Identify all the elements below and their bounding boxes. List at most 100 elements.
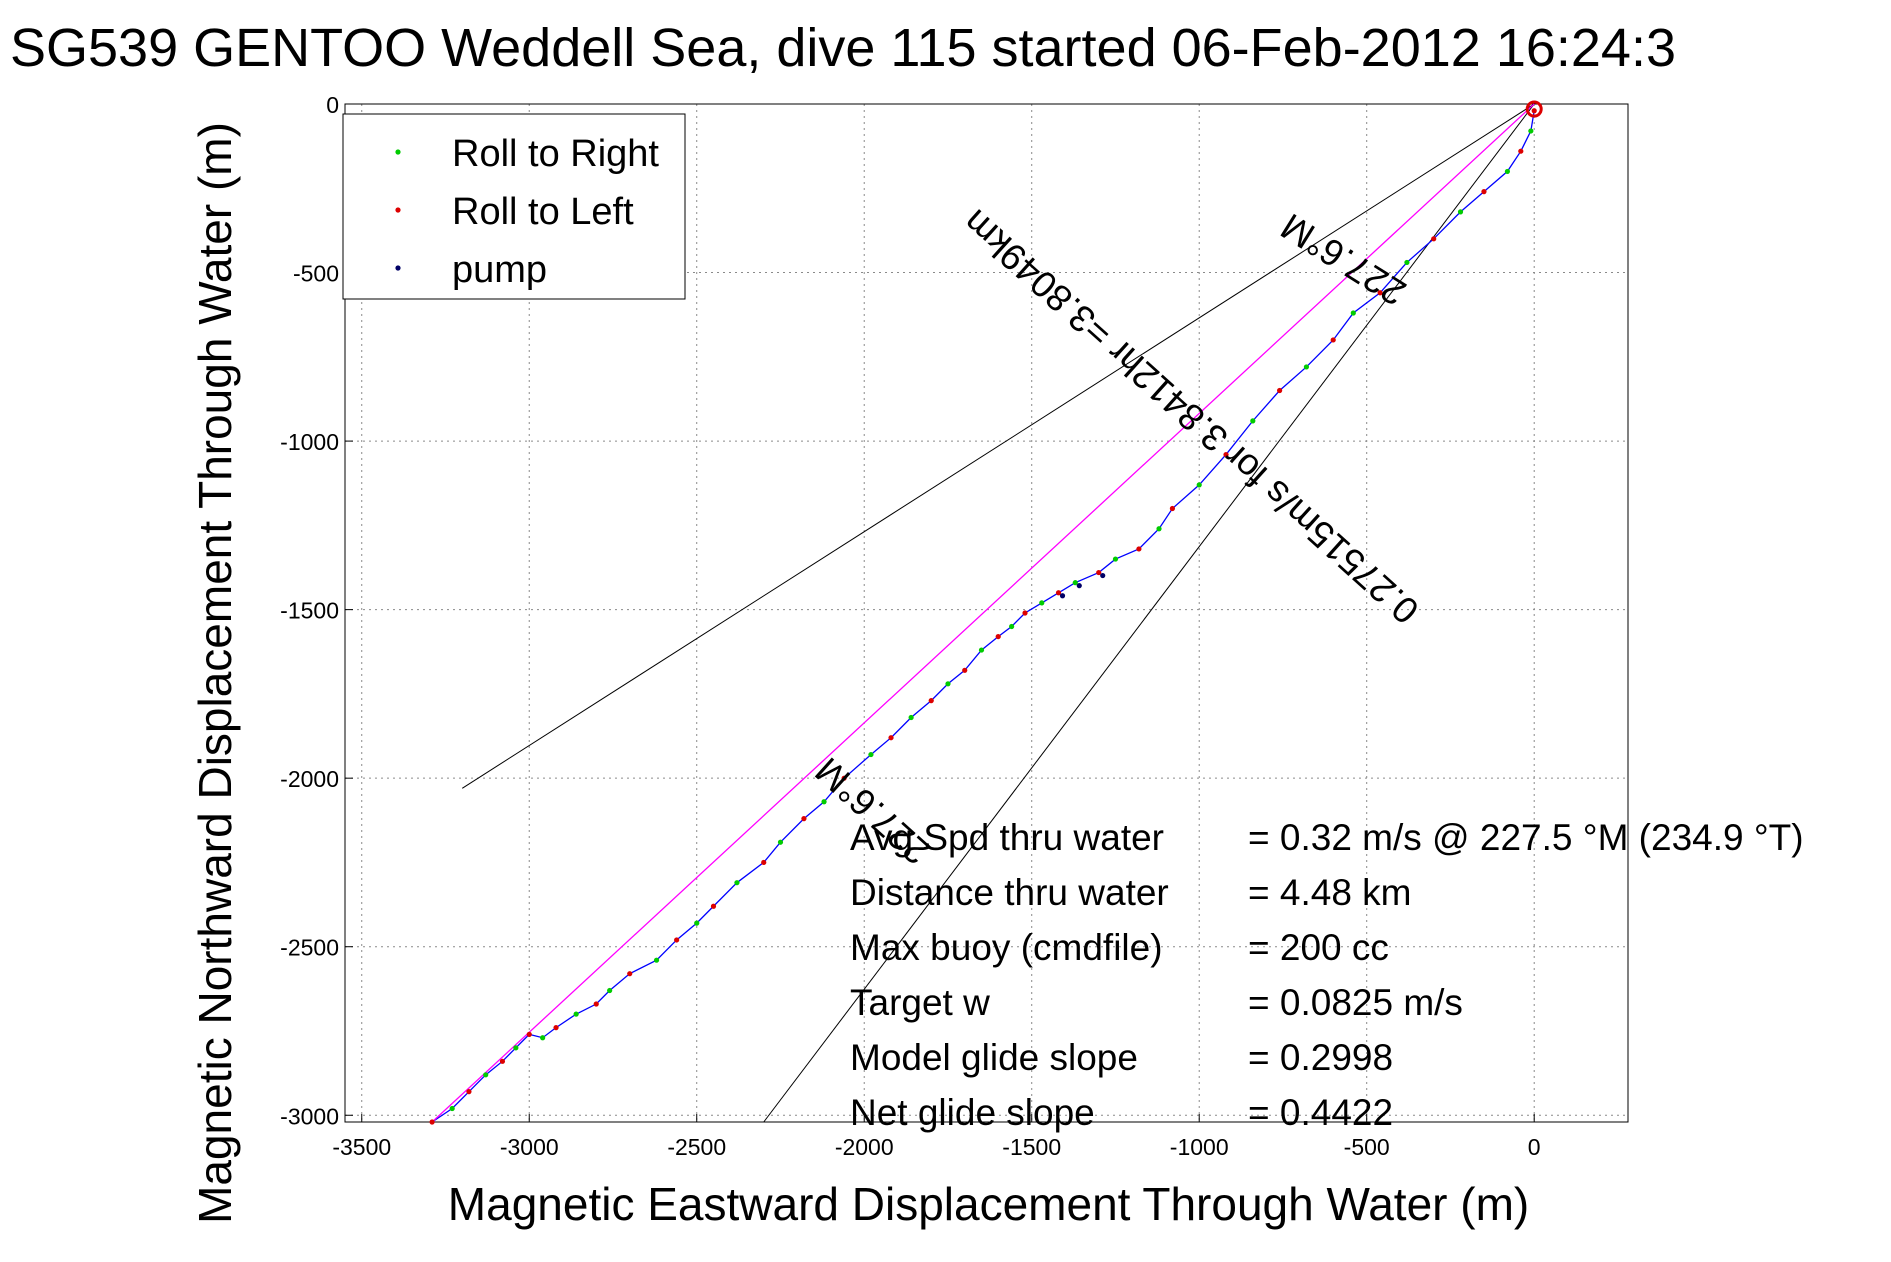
- roll-right-point-35: [821, 799, 827, 805]
- stat-value-4: = 0.2998: [1248, 1037, 1393, 1078]
- stat-label-2: Max buoy (cmdfile): [850, 927, 1163, 968]
- x-tick-label-2: -2500: [667, 1134, 726, 1160]
- stat-value-2: = 200 cc: [1248, 927, 1389, 968]
- roll-left-point-12: [1277, 387, 1283, 394]
- roll-left-point-10: [1330, 337, 1336, 343]
- roll-left-point-54: [466, 1089, 472, 1095]
- roll-left-point-34: [841, 775, 847, 781]
- roll-left-point-28: [962, 667, 968, 673]
- roll-right-point-25: [1009, 623, 1015, 630]
- legend-marker-2: [395, 265, 401, 271]
- y-tick-label-3: -1500: [280, 598, 339, 624]
- y-axis-label: Magnetic Northward Displacement Through …: [189, 122, 241, 1224]
- x-tick-label-5: -1000: [1170, 1134, 1229, 1160]
- roll-right-point-39: [734, 880, 740, 886]
- fan-line-1: [763, 103, 1535, 1123]
- series-line-1: [431, 103, 1535, 1123]
- legend-marker-1: [395, 207, 401, 213]
- x-axis-label: Magnetic Eastward Displacement Through W…: [448, 1178, 1529, 1230]
- stat-label-0: Avg Spd thru water: [850, 817, 1164, 858]
- stat-value-1: = 4.48 km: [1248, 872, 1412, 913]
- stat-label-3: Target w: [850, 982, 990, 1023]
- roll-right-point-3: [1504, 168, 1511, 175]
- roll-left-point-24: [1022, 610, 1028, 616]
- roll-left-point-44: [627, 971, 633, 977]
- legend-label-1: Roll to Left: [452, 191, 634, 233]
- stat-value-5: = 0.4422: [1248, 1092, 1393, 1133]
- roll-right-point-27: [978, 647, 985, 653]
- roll-left-point-42: [674, 937, 680, 943]
- roll-right-point-13: [1250, 418, 1256, 424]
- stat-label-5: Net glide slope: [850, 1092, 1095, 1133]
- roll-right-point-7: [1404, 259, 1410, 266]
- grid: [345, 103, 1628, 1122]
- roll-left-point-46: [593, 1001, 599, 1007]
- roll-right-point-31: [908, 714, 914, 721]
- roll-right-point-19: [1112, 556, 1119, 562]
- roll-left-point-6: [1431, 236, 1437, 242]
- roll-left-point-20: [1096, 569, 1102, 576]
- start-marker: [1525, 100, 1543, 118]
- roll-left-point-2: [1518, 148, 1524, 154]
- roll-left-point-36: [801, 816, 807, 822]
- y-tick-label-1: -500: [293, 261, 339, 287]
- tick-labels: -3500 -3000 -2500 -2000 -1500 -1000 -500 0 0 -500…: [280, 92, 1540, 1160]
- stats-block: Avg Spd thru water = 0.32 m/s @ 227.5 °M …: [850, 817, 1804, 1133]
- roll-left-point-8: [1377, 290, 1383, 296]
- pump-point-0: [1100, 572, 1106, 579]
- x-tick-label-7: 0: [1528, 1134, 1541, 1160]
- x-tick-label-1: -3000: [500, 1134, 559, 1160]
- stat-label-1: Distance thru water: [850, 872, 1169, 913]
- roll-left-point-38: [761, 859, 767, 866]
- roll-right-point-45: [607, 987, 613, 994]
- stat-value-3: = 0.0825 m/s: [1248, 982, 1463, 1023]
- legend-label-2: pump: [452, 249, 547, 291]
- roll-right-point-21: [1072, 580, 1078, 586]
- roll-right-point-41: [694, 920, 700, 926]
- roll-right-point-53: [483, 1072, 489, 1078]
- roll-left-point-26: [995, 633, 1001, 640]
- roll-left-point-56: [429, 1119, 435, 1125]
- pump-point-2: [1059, 593, 1066, 599]
- x-tick-label-0: -3500: [332, 1134, 391, 1160]
- legend-label-0: Roll to Right: [452, 133, 659, 175]
- roll-right-point-23: [1039, 600, 1045, 606]
- roll-right-point-47: [573, 1011, 579, 1017]
- y-tick-label-0: 0: [326, 92, 339, 118]
- y-tick-label-6: -3000: [280, 1103, 339, 1129]
- roll-right-point-29: [945, 681, 951, 687]
- y-tick-label-4: -2000: [280, 766, 339, 792]
- roll-left-point-52: [499, 1058, 506, 1064]
- roll-right-point-37: [777, 839, 784, 845]
- roll-left-point-40: [710, 903, 717, 909]
- chart-title: SG539 GENTOO Weddell Sea, dive 115 start…: [10, 18, 1676, 78]
- pump-point-1: [1076, 583, 1082, 589]
- roll-right-point-17: [1156, 526, 1162, 532]
- roll-right-point-43: [653, 957, 660, 963]
- roll-left-point-22: [1055, 590, 1062, 596]
- legend: Roll to Right Roll to Left pump: [342, 113, 686, 300]
- y-tick-label-2: -1000: [280, 429, 339, 455]
- roll-right-point-5: [1457, 209, 1464, 215]
- roll-left-point-16: [1169, 505, 1176, 512]
- plot-area: [429, 100, 1543, 1125]
- roll-right-point-49: [540, 1035, 546, 1041]
- roll-right-point-15: [1196, 482, 1202, 488]
- roll-left-point-18: [1136, 546, 1142, 552]
- roll-left-point-32: [888, 735, 894, 741]
- stat-value-0: = 0.32 m/s @ 227.5 °M (234.9 °T): [1248, 817, 1804, 858]
- axes: [344, 103, 1629, 1123]
- fan-line-0: [461, 103, 1535, 789]
- plot-frame: [344, 103, 1629, 1123]
- roll-right-point-51: [513, 1045, 519, 1051]
- stat-label-4: Model glide slope: [850, 1037, 1138, 1078]
- roll-right-point-11: [1303, 364, 1310, 370]
- roll-left-point-4: [1481, 189, 1487, 195]
- x-tick-label-6: -500: [1344, 1134, 1390, 1160]
- roll-left-point-14: [1223, 451, 1229, 458]
- roll-right-point-55: [449, 1105, 455, 1112]
- roll-left-point-48: [553, 1025, 559, 1031]
- roll-right-point-9: [1350, 310, 1356, 316]
- roll-left-point-30: [928, 698, 934, 704]
